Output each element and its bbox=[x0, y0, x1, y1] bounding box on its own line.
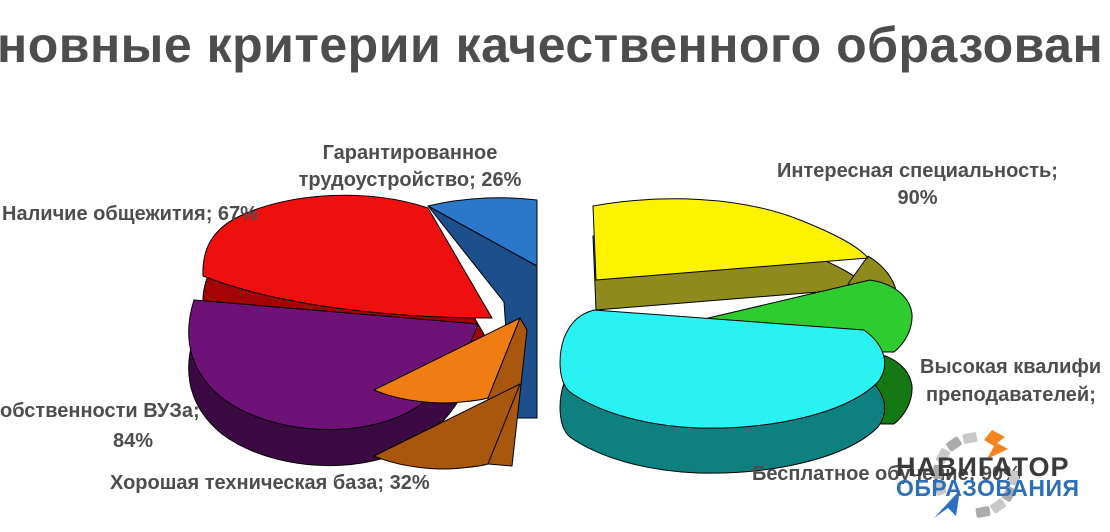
label-specialty-line2: 90% bbox=[897, 187, 938, 209]
logo-chip bbox=[933, 480, 947, 496]
logo-chip bbox=[975, 506, 991, 518]
slice-free-edu bbox=[559, 309, 886, 474]
label-techbase: Хорошая техническая база; 32% bbox=[110, 472, 430, 494]
label-property-line1: обственности ВУЗа; bbox=[0, 400, 200, 422]
slice-techbase-top bbox=[373, 317, 521, 404]
slice-free-edu-top bbox=[559, 309, 886, 429]
label-property-line2: 84% bbox=[113, 430, 154, 452]
logo-chip bbox=[1001, 486, 1017, 502]
label-free-edu: Бесплатное обучение; 90% bbox=[752, 463, 1021, 485]
label-employment-line2: трудоустройство; 26% bbox=[298, 169, 522, 191]
navigator-logo-subtext: ОБРАЗОВАНИЯ bbox=[896, 475, 1080, 501]
label-employment: Гарантированное трудоустройство; 26% bbox=[250, 140, 570, 194]
label-specialty-line1: Интересная специальность; bbox=[777, 160, 1058, 182]
logo-chip bbox=[1008, 470, 1020, 486]
slice-specialty-top bbox=[592, 198, 869, 281]
logo-chip bbox=[962, 432, 978, 444]
navigator-logo-icon bbox=[932, 430, 1020, 518]
slice-employment-top bbox=[427, 197, 538, 267]
label-qualification-line2: преподавателей; bbox=[926, 384, 1096, 406]
label-employment-line1: Гарантированное bbox=[322, 142, 498, 164]
page-title: новные критерии качественного образован bbox=[0, 17, 1104, 73]
logo-chip bbox=[946, 436, 962, 452]
slice-techbase bbox=[373, 317, 528, 470]
logo-flame-icon bbox=[984, 430, 1008, 459]
logo-plane-icon bbox=[934, 490, 960, 518]
slice-specialty bbox=[592, 198, 898, 313]
label-specialty: Интересная специальность; 90% bbox=[745, 158, 1090, 212]
logo-chip bbox=[932, 464, 944, 480]
logo-chip-ring bbox=[932, 432, 1020, 518]
logo-chip bbox=[990, 498, 1006, 514]
label-dorm: Наличие общежития; 67% bbox=[2, 203, 258, 225]
slice-techbase-side bbox=[373, 383, 521, 470]
navigator-logo: НАВИГАТОР ОБРАЗОВАНИЯ bbox=[896, 428, 1080, 532]
logo-chip bbox=[935, 448, 951, 464]
slice-dorm-top bbox=[202, 194, 493, 319]
navigator-logo-text: НАВИГАТОР bbox=[896, 452, 1070, 482]
label-qualification-line1: Высокая квалифи bbox=[920, 356, 1102, 378]
